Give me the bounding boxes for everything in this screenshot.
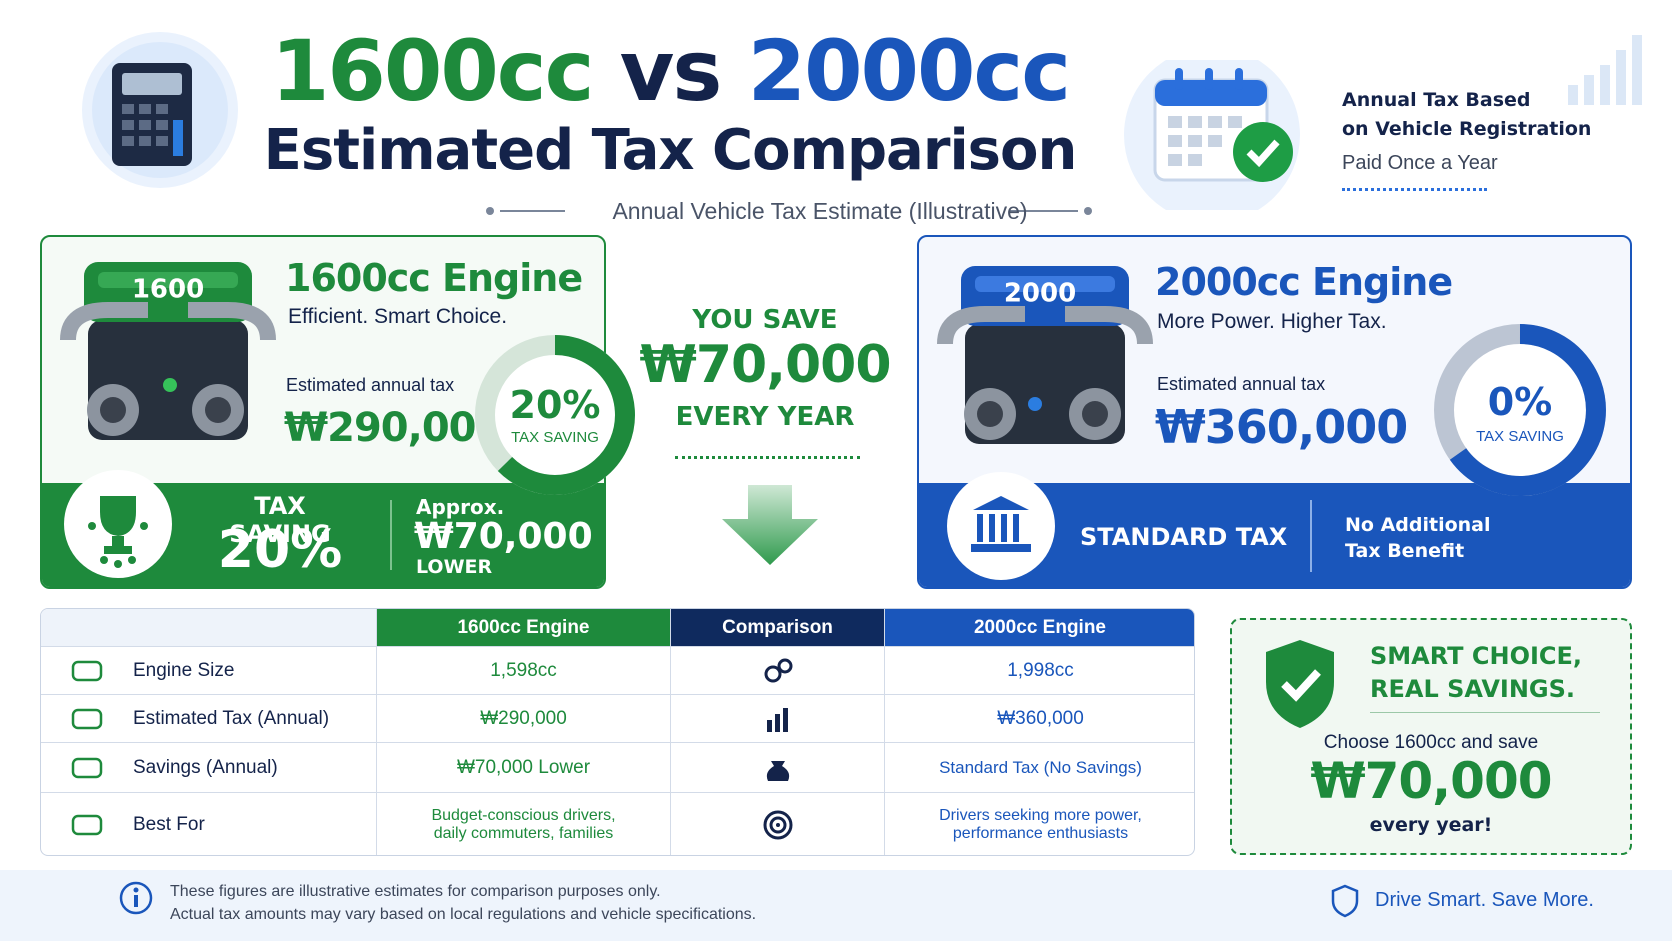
row-label-text: Engine Size — [133, 659, 235, 681]
title: 1600cc vs 2000cc — [240, 22, 1100, 120]
tax-label: Estimated annual tax — [1157, 374, 1326, 394]
savings-line: EVERY YEAR — [675, 402, 855, 432]
divider — [390, 500, 392, 570]
row-label: Savings (Annual) — [41, 743, 377, 793]
tax-amount: ₩290,000 — [284, 405, 503, 451]
band-note: No Additional Tax Benefit — [1345, 514, 1491, 562]
savings-line: YOU SAVE — [692, 305, 838, 335]
callout-text: Choose 1600cc and save — [1323, 732, 1539, 753]
band-label: STANDARD TAX — [1080, 523, 1288, 551]
approx: Approx. — [416, 495, 505, 519]
row-label-text: Best For — [133, 813, 205, 835]
title-line2: Estimated Tax Comparison — [263, 118, 1078, 183]
donut-value: 0% — [1487, 380, 1553, 424]
side-note-line: Paid Once a Year — [1342, 152, 1498, 174]
row-label: Best For — [41, 793, 377, 855]
comparison-icon — [671, 793, 885, 855]
donut — [475, 335, 635, 495]
title-part: vs — [619, 22, 723, 120]
cell-1600: 1,598cc — [377, 647, 671, 695]
callout-title: SMART CHOICE, REAL SAVINGS. — [1370, 642, 1583, 703]
tax-amount: ₩360,000 — [1155, 400, 1408, 454]
disclaimer-line: Actual tax amounts may vary based on loc… — [170, 906, 757, 923]
cell-1600: ₩290,000 — [377, 695, 671, 743]
slogan: Drive Smart. Save More. — [1375, 889, 1594, 911]
calculator-icon — [82, 32, 238, 188]
callout-note: every year! — [1369, 814, 1493, 836]
bars-icon — [1568, 35, 1642, 105]
donut-label: TAX SAVING — [511, 429, 599, 446]
bank-icon — [947, 472, 1055, 580]
cell-2000: ₩360,000 — [885, 695, 1194, 743]
donut-value: 20% — [509, 383, 601, 427]
comparison-icon — [671, 743, 885, 793]
cell-2000: 1,998cc — [885, 647, 1194, 695]
header-cell: Comparison — [671, 609, 885, 647]
row-label-text: Estimated Tax (Annual) — [133, 707, 330, 729]
engine-icon: 2000 — [937, 266, 1153, 444]
info-icon — [119, 881, 153, 915]
disclaimer: These figures are illustrative estimates… — [170, 880, 756, 926]
card-title: 2000cc Engine — [1155, 260, 1453, 304]
row-label: Engine Size — [41, 647, 377, 695]
title-part: 2000cc — [747, 22, 1071, 120]
row-label: Estimated Tax (Annual) — [41, 695, 377, 743]
subtitle: Annual Vehicle Tax Estimate (Illustrativ… — [612, 198, 1028, 224]
divider — [675, 456, 860, 459]
approx-amount: ₩70,000 — [414, 516, 593, 557]
header-cell: 2000cc Engine — [885, 609, 1194, 647]
shield-icon — [1266, 640, 1334, 728]
comparison-table: 1600cc Engine Comparison 2000cc Engine Engi… — [40, 608, 1195, 856]
trophy-icon — [64, 470, 172, 578]
divider — [1342, 188, 1487, 191]
divider — [1370, 712, 1600, 713]
cell-1600: ₩70,000 Lower — [377, 743, 671, 793]
side-note-line: Annual Tax Based — [1342, 89, 1531, 111]
header-cell — [41, 609, 377, 647]
engine-badge: 1600 — [132, 275, 204, 305]
cell-2000: Drivers seeking more power, performance … — [885, 793, 1194, 855]
donut-label: TAX SAVING — [1476, 428, 1564, 445]
side-note: Annual Tax Based on Vehicle Registration — [1342, 86, 1591, 144]
engine-icon: 1600 — [60, 262, 276, 440]
card-tagline: More Power. Higher Tax. — [1157, 310, 1387, 333]
card-tagline: Efficient. Smart Choice. — [288, 305, 508, 328]
shield-icon — [1331, 884, 1359, 918]
comparison-icon — [671, 647, 885, 695]
title-part: 1600cc — [270, 22, 594, 120]
arrow-down — [722, 485, 818, 565]
cell-2000: Standard Tax (No Savings) — [885, 743, 1194, 793]
footer — [0, 870, 1672, 941]
card-title: 1600cc Engine — [285, 256, 583, 300]
donut — [1434, 324, 1606, 496]
divider — [1310, 500, 1312, 572]
engine-badge: 2000 — [1004, 279, 1076, 309]
cell-1600: Budget-conscious drivers, daily commuter… — [377, 793, 671, 855]
row-label-text: Savings (Annual) — [133, 756, 278, 778]
tax-label: Estimated annual tax — [286, 375, 455, 395]
header-cell: 1600cc Engine — [377, 609, 671, 647]
comparison-icon — [671, 695, 885, 743]
disclaimer-line: These figures are illustrative estimates… — [170, 883, 661, 900]
callout-amount: ₩70,000 — [1310, 752, 1552, 810]
band-label: TAX SAVING — [229, 492, 331, 548]
calendar-icon — [1124, 60, 1300, 210]
approx-note: LOWER — [416, 556, 493, 578]
subtitle-rule — [486, 207, 1092, 215]
side-note-line: on Vehicle Registration — [1342, 118, 1592, 140]
savings-amount: ₩70,000 — [639, 335, 891, 395]
band-value: 20% — [217, 520, 343, 580]
